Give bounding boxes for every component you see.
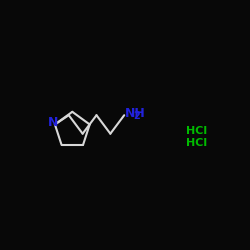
Text: HCl: HCl	[186, 126, 207, 136]
Text: HCl: HCl	[186, 138, 207, 147]
Text: N: N	[48, 116, 58, 129]
Text: 2: 2	[133, 111, 140, 121]
Text: NH: NH	[125, 107, 146, 120]
